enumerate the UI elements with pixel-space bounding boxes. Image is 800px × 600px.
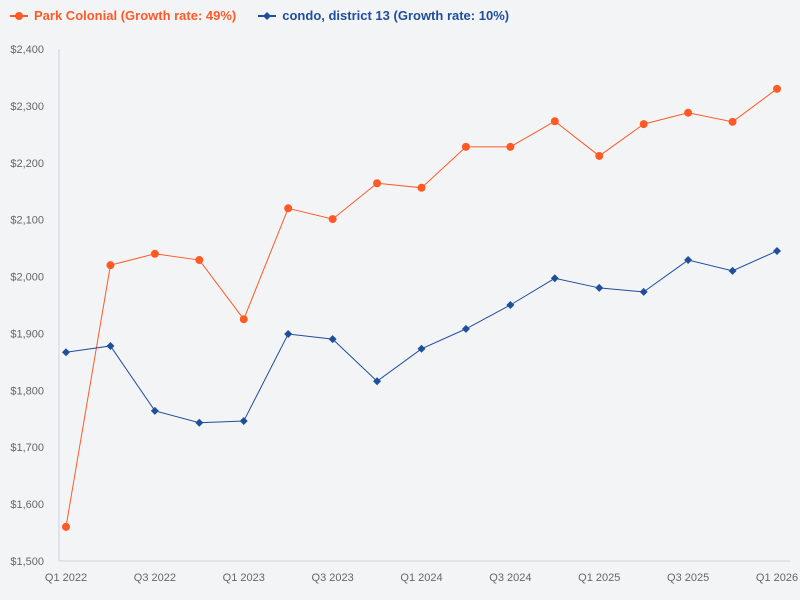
- data-point: [417, 183, 426, 192]
- data-point: [195, 418, 204, 427]
- series-line: [65, 250, 778, 424]
- legend-label: condo, district 13 (Growth rate: 10%): [282, 8, 510, 23]
- x-tick-label: Q1 2024: [400, 572, 442, 584]
- diamond-marker-icon: [258, 11, 277, 20]
- x-tick-label: Q1 2026: [756, 572, 798, 584]
- x-tick-label: Q1 2023: [223, 572, 265, 584]
- data-point: [506, 142, 515, 151]
- data-point: [239, 315, 248, 324]
- legend-item-condo-district-13[interactable]: condo, district 13 (Growth rate: 10%): [258, 8, 509, 23]
- x-tick-label: Q3 2025: [667, 572, 709, 584]
- data-point: [328, 215, 337, 224]
- x-tick-label: Q1 2022: [45, 572, 87, 584]
- data-point: [639, 120, 648, 129]
- y-tick-label: $1,900: [10, 328, 44, 340]
- legend-item-park-colonial[interactable]: Park Colonial (Growth rate: 49%): [10, 8, 236, 23]
- x-tick-label: Q3 2024: [489, 572, 531, 584]
- y-tick-label: $1,700: [10, 442, 44, 454]
- data-point: [550, 274, 559, 283]
- data-point: [284, 330, 293, 339]
- data-point: [595, 283, 604, 292]
- y-tick-label: $2,100: [10, 215, 44, 227]
- y-tick-label: $2,300: [10, 101, 44, 113]
- x-tick-label: Q3 2023: [312, 572, 354, 584]
- data-point: [595, 151, 604, 160]
- data-point: [773, 84, 781, 93]
- data-point: [728, 117, 737, 126]
- data-point: [373, 377, 382, 386]
- legend-label: Park Colonial (Growth rate: 49%): [34, 8, 237, 23]
- data-point: [62, 522, 70, 531]
- x-tick-label: Q3 2022: [134, 572, 176, 584]
- series-line: [65, 88, 778, 527]
- y-tick-label: $1,600: [10, 499, 44, 511]
- y-tick-label: $2,000: [10, 272, 44, 284]
- data-point: [728, 266, 737, 275]
- data-point: [106, 341, 115, 350]
- x-tick-label: Q1 2025: [578, 572, 620, 584]
- data-point: [639, 287, 648, 296]
- y-tick-label: $2,200: [10, 158, 44, 170]
- y-tick-label: $1,800: [10, 385, 44, 397]
- legend: Park Colonial (Growth rate: 49%) condo, …: [10, 8, 509, 23]
- data-point: [284, 204, 293, 213]
- data-point: [373, 179, 382, 188]
- data-point: [150, 249, 159, 258]
- data-point: [461, 324, 470, 333]
- data-point: [195, 256, 204, 265]
- data-point: [62, 348, 70, 357]
- data-point: [239, 417, 248, 426]
- y-tick-label: $1,500: [10, 556, 44, 568]
- y-tick-label: $2,400: [10, 44, 44, 56]
- data-point: [684, 256, 693, 265]
- data-point: [328, 335, 337, 344]
- data-point: [684, 108, 693, 117]
- data-point: [550, 117, 559, 126]
- data-point: [461, 142, 470, 151]
- data-point: [506, 301, 515, 309]
- circle-marker-icon: [10, 11, 28, 20]
- data-point: [773, 246, 781, 255]
- data-point: [150, 406, 159, 415]
- data-point: [106, 261, 115, 270]
- data-point: [417, 344, 426, 353]
